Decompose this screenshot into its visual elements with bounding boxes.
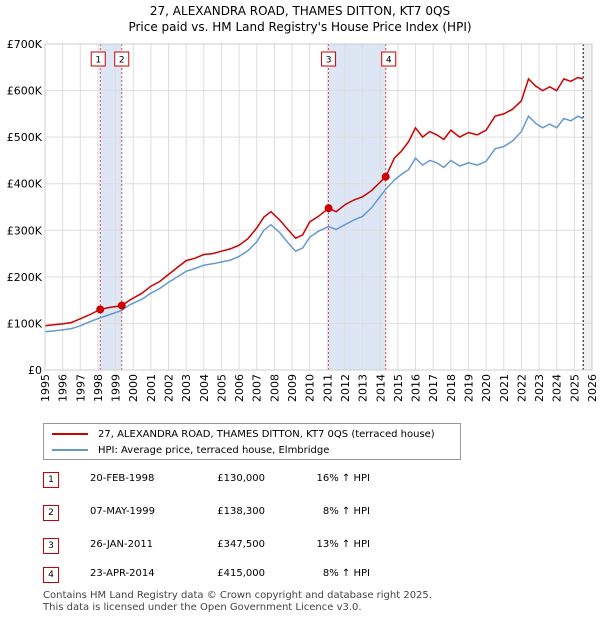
sale-number-label: 3 (326, 56, 332, 66)
sale-point (117, 301, 126, 310)
x-tick-label: 2001 (145, 374, 158, 402)
y-tick-label: £200K (7, 271, 43, 284)
y-tick-label: £500K (7, 131, 43, 144)
x-tick-label: 1997 (74, 374, 87, 402)
x-tick-label: 2009 (286, 374, 299, 402)
x-tick-label: 2016 (410, 374, 423, 402)
legend-label-hpi: HPI: Average price, terraced house, Elmb… (98, 445, 330, 456)
x-tick-label: 2020 (480, 374, 493, 402)
price-chart: 1 2 3 4 £0 £100K £200K £300K £400K £500K £600K £70… (7, 38, 599, 402)
x-tick-label: 2011 (321, 374, 334, 402)
y-tick-label: £0 (28, 364, 42, 377)
x-tick-label: 2010 (304, 374, 317, 402)
x-tick-label: 2012 (339, 374, 352, 402)
legend-item-hpi: HPI: Average price, terraced house, Elmb… (52, 444, 329, 458)
y-tick-label: £300K (7, 224, 43, 237)
sale-number-badge: 1 (43, 472, 59, 488)
x-tick-label: 2019 (462, 374, 475, 402)
x-tick-label: 2005 (215, 374, 228, 402)
forecast-region (583, 44, 592, 370)
x-tick-label: 2008 (268, 374, 281, 402)
sale-date: 26-JAN-2011 (90, 539, 154, 550)
sale-number-box (321, 51, 337, 67)
legend-swatch-hpi (52, 449, 88, 451)
sale-number-badge: 4 (43, 567, 59, 583)
sale-hpi-delta: 8% ↑ HPI (322, 568, 370, 579)
x-tick-label: 2002 (163, 374, 176, 402)
sale-hpi-delta: 16% ↑ HPI (316, 473, 370, 484)
sale-period-shade (100, 44, 122, 370)
x-tick-label: 2017 (427, 374, 440, 402)
sale-number-box (114, 51, 130, 67)
x-tick-label: 2024 (551, 374, 564, 402)
table-row: 2 07-MAY-1999 £138,300 8% ↑ HPI (0, 505, 600, 525)
x-tick-label: 1996 (57, 374, 70, 402)
x-tick-label: 2013 (357, 374, 370, 402)
sale-number-box (90, 51, 106, 67)
plot-frame (44, 43, 593, 371)
x-tick-label: 2007 (251, 374, 264, 402)
x-tick-label: 2022 (515, 374, 528, 402)
hpi-line (44, 114, 584, 333)
sale-price: £347,500 (217, 539, 265, 550)
x-tick-label: 2015 (392, 374, 405, 402)
x-tick-label: 2006 (233, 374, 246, 402)
x-tick-label: 2000 (127, 374, 140, 402)
y-tick-label: £600K (7, 85, 43, 98)
x-tick-label: 2023 (533, 374, 546, 402)
property-price-line (44, 76, 584, 327)
legend-swatch-property (52, 433, 88, 435)
sale-price: £130,000 (217, 473, 265, 484)
x-tick-label: 1999 (110, 374, 123, 402)
x-tick-label: 2025 (568, 374, 581, 402)
y-tick-label: £700K (7, 38, 43, 51)
sale-number-badge: 3 (43, 538, 59, 554)
y-tick-label: £100K (7, 317, 43, 330)
chart-subtitle: Price paid vs. HM Land Registry's House … (128, 20, 472, 34)
x-tick-label: 1998 (92, 374, 105, 402)
footer-copyright: Contains HM Land Registry data © Crown c… (43, 590, 432, 601)
sale-hpi-delta: 8% ↑ HPI (322, 506, 370, 517)
y-tick-label: £400K (7, 178, 43, 191)
sale-period-shade (328, 44, 386, 370)
footer-licence: This data is licensed under the Open Gov… (43, 602, 362, 613)
sale-number-label: 2 (119, 56, 125, 66)
sale-date: 23-APR-2014 (90, 568, 155, 579)
legend-label-property: 27, ALEXANDRA ROAD, THAMES DITTON, KT7 0… (98, 429, 435, 440)
legend: 27, ALEXANDRA ROAD, THAMES DITTON, KT7 0… (43, 423, 461, 460)
sale-point (381, 172, 390, 181)
sale-price: £415,000 (217, 568, 265, 579)
sale-price: £138,300 (217, 506, 265, 517)
x-tick-label: 2018 (445, 374, 458, 402)
x-tick-label: 2021 (498, 374, 511, 402)
x-tick-label: 1995 (39, 374, 52, 402)
sale-number-badge: 2 (43, 505, 59, 521)
x-tick-label: 2014 (374, 374, 387, 402)
sale-number-box (381, 51, 397, 67)
sale-date: 20-FEB-1998 (90, 473, 155, 484)
x-tick-label: 2003 (180, 374, 193, 402)
sale-date: 07-MAY-1999 (90, 506, 156, 517)
x-tick-label: 2026 (586, 374, 599, 402)
sale-hpi-delta: 13% ↑ HPI (316, 539, 370, 550)
chart-title-address: 27, ALEXANDRA ROAD, THAMES DITTON, KT7 0… (149, 4, 451, 18)
table-row: 4 23-APR-2014 £415,000 8% ↑ HPI (0, 567, 600, 587)
sale-point (324, 204, 333, 213)
table-row: 3 26-JAN-2011 £347,500 13% ↑ HPI (0, 538, 600, 558)
sale-number-label: 4 (386, 56, 392, 66)
legend-item-property: 27, ALEXANDRA ROAD, THAMES DITTON, KT7 0… (52, 428, 435, 442)
x-tick-label: 2004 (198, 374, 211, 402)
table-row: 1 20-FEB-1998 £130,000 16% ↑ HPI (0, 472, 600, 492)
sale-point (96, 305, 105, 314)
sale-number-label: 1 (95, 56, 101, 66)
